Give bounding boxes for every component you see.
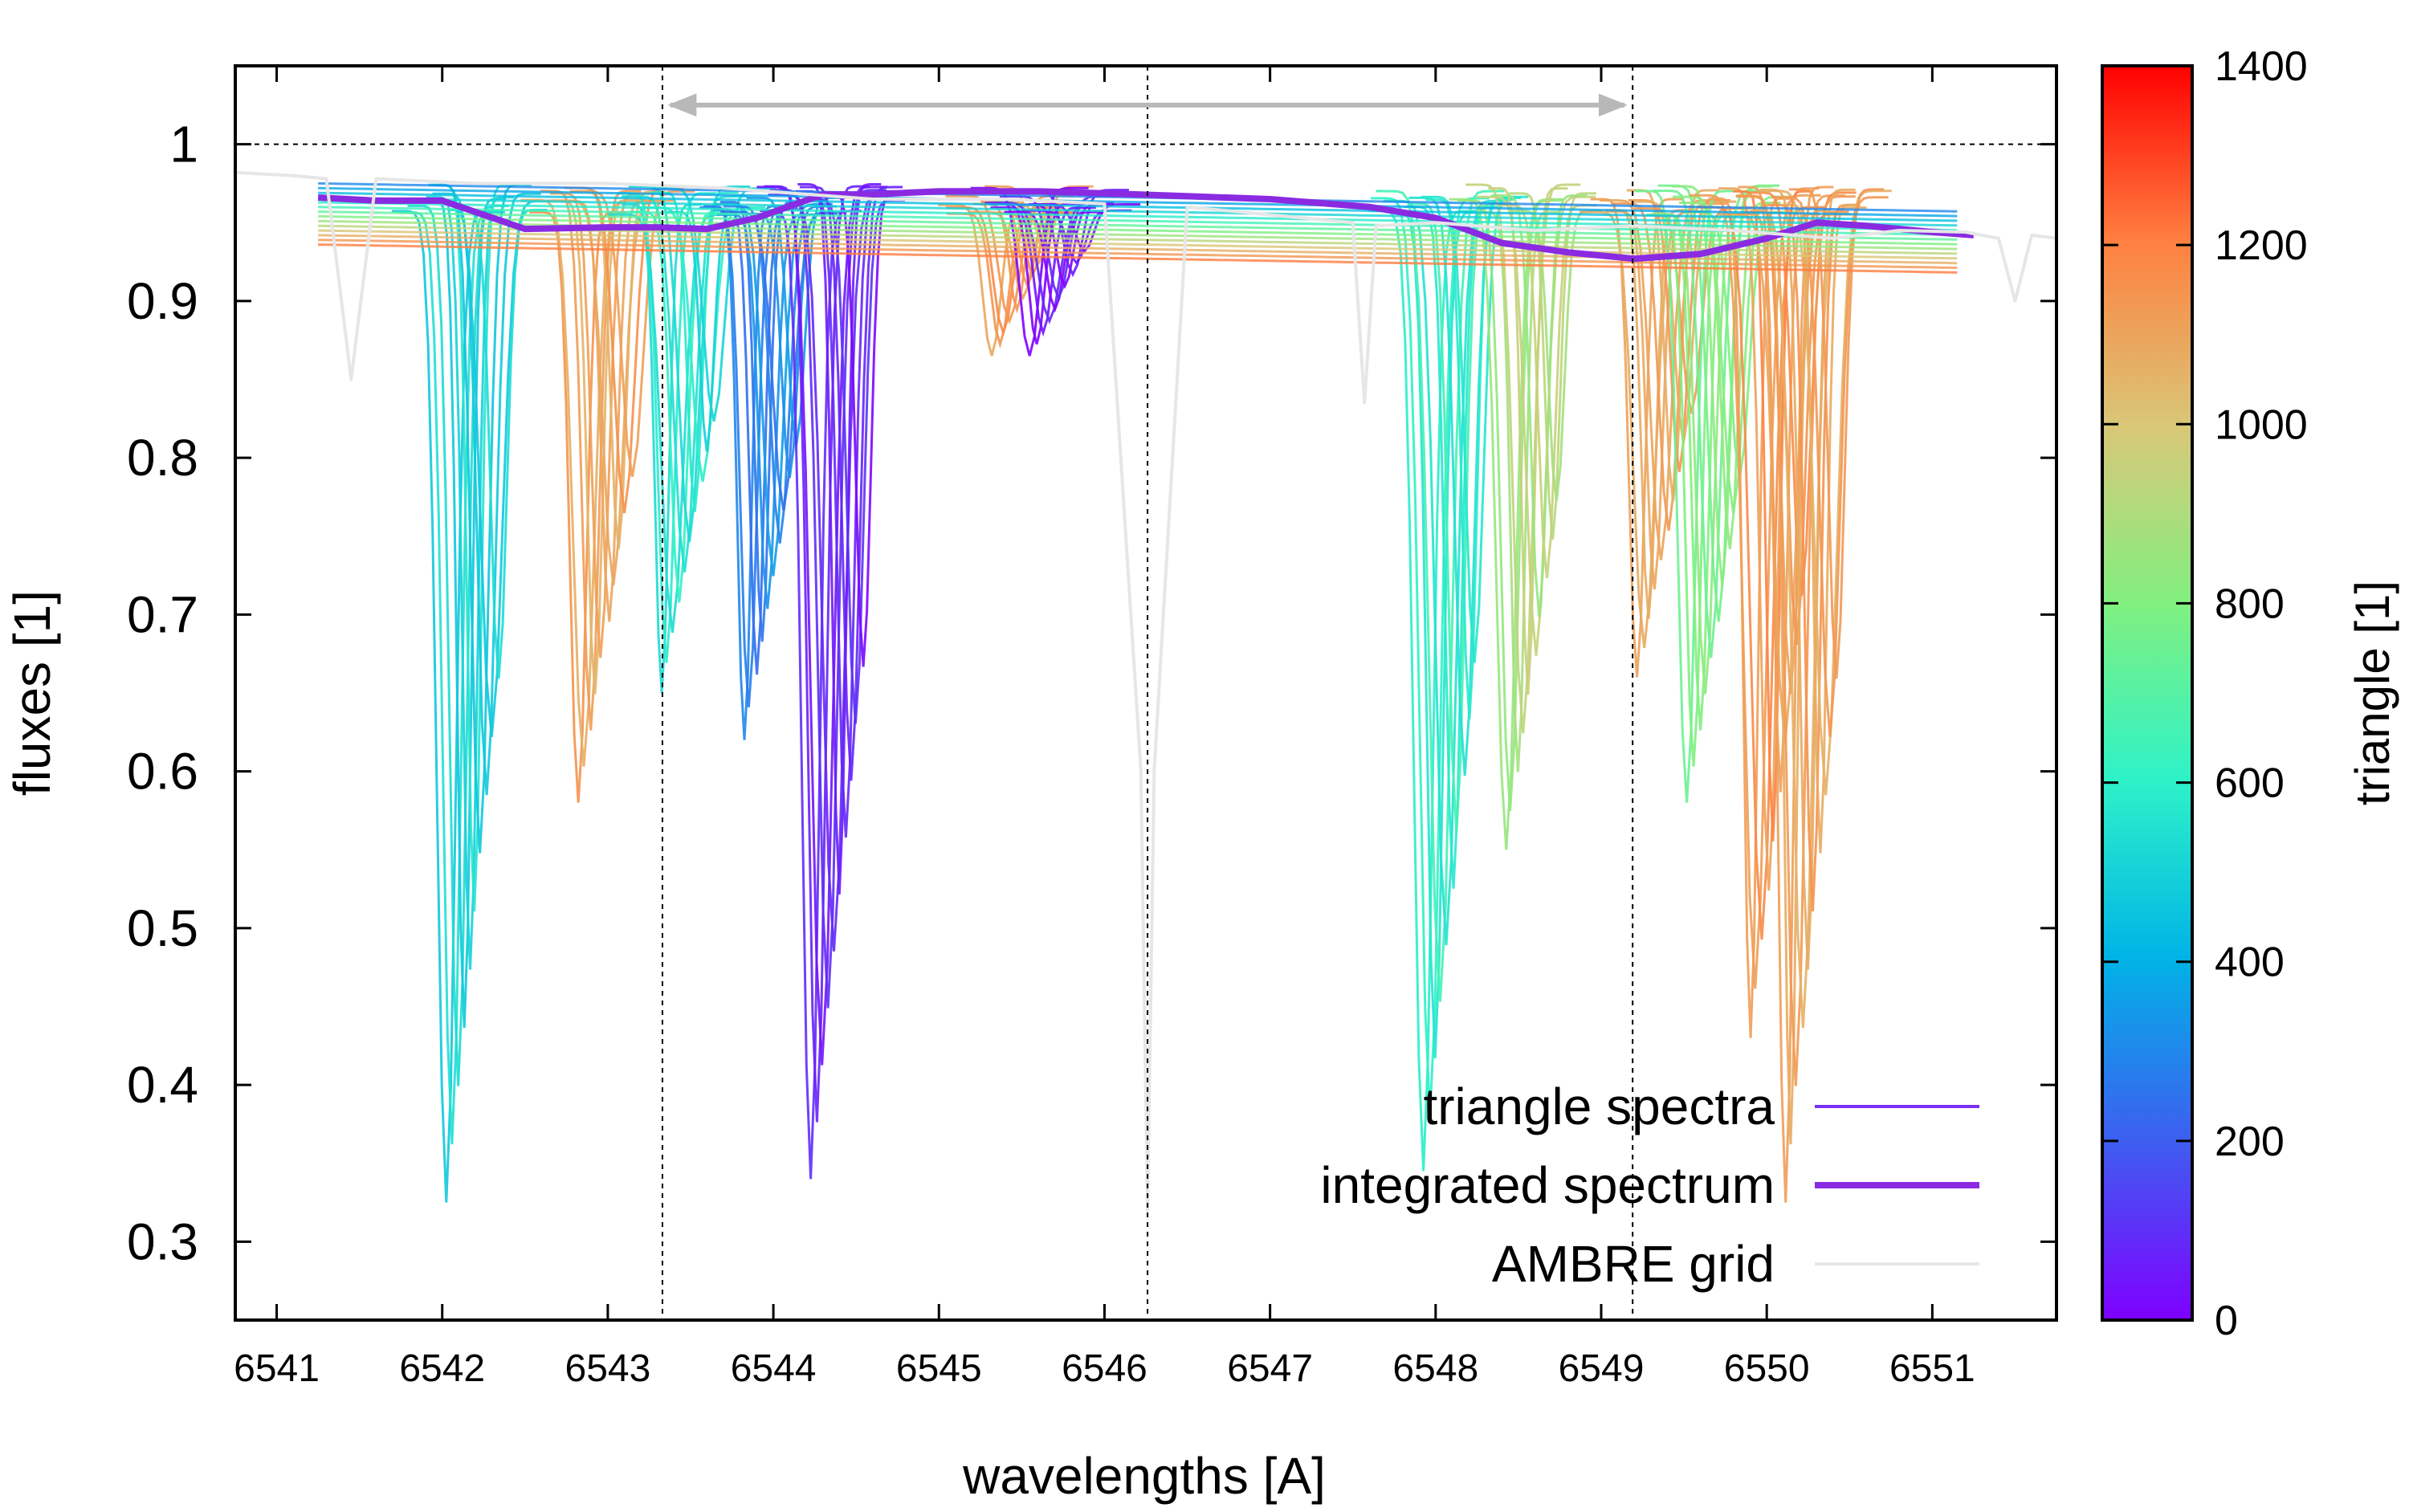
triangle-spectrum-line (799, 185, 903, 781)
triangle-spectra-dip (1735, 185, 1892, 1203)
y-tick-label: 0.7 (127, 585, 198, 643)
y-tick-label: 0.8 (127, 429, 198, 487)
y-axis: 0.3 0.4 0.5 0.6 0.7 0.8 0.9 1 (127, 116, 2056, 1270)
x-tick-label: 6543 (565, 1347, 651, 1390)
x-tick-label: 6548 (1392, 1347, 1478, 1390)
triangle-spectrum-line (318, 191, 1958, 222)
ambre-grid-line (235, 170, 2056, 1212)
triangle-spectrum-line (318, 206, 1958, 236)
triangle-spectrum-line (1738, 185, 1834, 1203)
triangle-spectrum-line (318, 186, 1958, 218)
colorbar-tick-label: 200 (2215, 1119, 2285, 1165)
y-tick-label: 0.4 (127, 1056, 198, 1114)
x-tick-label: 6551 (1889, 1347, 1975, 1390)
triangle-spectrum-line (1465, 183, 1581, 734)
y-tick-label: 0.3 (127, 1212, 198, 1270)
triangle-spectrum-line (318, 196, 1958, 227)
colorbar: 0 200 400 600 800 1000 1200 1400 triangle [1] (2101, 43, 2399, 1344)
triangle-spectrum-line (1735, 195, 1856, 1086)
legend-label: integrated spectrum (1320, 1156, 1775, 1214)
colorbar-tick-label: 1400 (2215, 43, 2308, 90)
plot-overlays (235, 66, 2056, 1320)
colorbar-tick-label: 0 (2215, 1298, 2238, 1344)
x-axis: 6541 6542 6543 6544 6545 6546 6547 6548 6549 6550… (234, 66, 1975, 1390)
triangle-spectrum-line (720, 210, 847, 511)
triangle-spectrum-line (1457, 199, 1563, 811)
triangle-spectra-continuum (318, 181, 1958, 274)
y-tick-label: 0.5 (127, 899, 198, 957)
triangle-spectrum-line (569, 190, 695, 478)
triangle-spectrum-line (318, 201, 1958, 232)
triangle-spectrum-line (318, 214, 1958, 246)
y-tick-label: 0.6 (127, 743, 198, 801)
triangle-spectrum-line (1509, 192, 1596, 540)
legend-label: triangle spectra (1423, 1078, 1775, 1135)
x-axis-label: wavelengths [A] (962, 1447, 1326, 1505)
triangle-spectrum-line (318, 238, 1958, 269)
colorbar-tick-label: 800 (2215, 581, 2285, 627)
triangle-spectrum-line (391, 210, 501, 1203)
triangle-spectra-dip (391, 183, 558, 1203)
x-tick-label: 6542 (399, 1347, 485, 1390)
triangle-spectrum-line (1771, 196, 1889, 737)
triangle-spectrum-line (628, 185, 751, 543)
triangle-spectrum-line (1376, 190, 1505, 1002)
colorbar-gradient (2101, 64, 2194, 1322)
triangle-spectrum-line (1370, 197, 1490, 1115)
x-tick-label: 6550 (1724, 1347, 1810, 1390)
triangle-spectrum-line (622, 195, 748, 573)
triangle-spectrum-line (1672, 185, 1772, 586)
colorbar-tick-label: 400 (2215, 939, 2285, 986)
triangle-spectrum-line (1488, 187, 1568, 695)
triangle-spectrum-line (1759, 190, 1892, 796)
triangle-spectrum-line (1628, 199, 1731, 473)
triangle-spectrum-line (1611, 202, 1726, 532)
y-tick-label: 1 (169, 116, 198, 173)
triangle-spectrum-line (984, 185, 1094, 266)
triangle-spectrum-line (1690, 194, 1821, 989)
x-tick-label: 6549 (1559, 1347, 1645, 1390)
triangle-spectrum-line (1635, 190, 1739, 803)
triangle-spectrum-line (1747, 191, 1857, 596)
x-tick-label: 6546 (1062, 1347, 1147, 1390)
plot-area (235, 170, 2056, 1212)
x-tick-label: 6544 (731, 1347, 817, 1390)
colorbar-tick-label: 600 (2215, 760, 2285, 807)
triangle-spectrum-line (650, 191, 739, 512)
x-tick-label: 6547 (1227, 1347, 1313, 1390)
triangle-spectrum-line (318, 210, 1958, 241)
plot-frame (234, 64, 2058, 1322)
triangle-spectrum-line (1491, 194, 1588, 617)
triangle-spectrum-line (318, 243, 1958, 274)
y-tick-label: 0.9 (127, 272, 198, 330)
colorbar-label: triangle [1] (2346, 581, 2399, 805)
triangle-spectrum-line (756, 185, 888, 1066)
triangle-spectrum-line (764, 185, 870, 1123)
triangle-spectrum-line (529, 210, 628, 803)
legend: triangle spectra integrated spectrum AMBRE… (1320, 1078, 1979, 1293)
legend-label: AMBRE grid (1492, 1235, 1775, 1293)
x-tick-label: 6545 (896, 1347, 982, 1390)
integrated-spectrum-line (317, 188, 1975, 263)
triangle-spectrum-line (318, 234, 1958, 265)
colorbar-tick-label: 1000 (2215, 401, 2308, 448)
x-tick-label: 6541 (234, 1347, 320, 1390)
triangle-spectrum-line (1788, 188, 1885, 679)
colorbar-tick-label: 1200 (2215, 222, 2308, 269)
triangle-spectrum-line (1425, 198, 1514, 719)
y-axis-label: fluxes [1] (3, 590, 61, 796)
triangle-spectrum-line (1708, 197, 1793, 1038)
triangle-spectrum-line (1733, 190, 1813, 842)
triangle-spectrum-line (797, 183, 882, 895)
